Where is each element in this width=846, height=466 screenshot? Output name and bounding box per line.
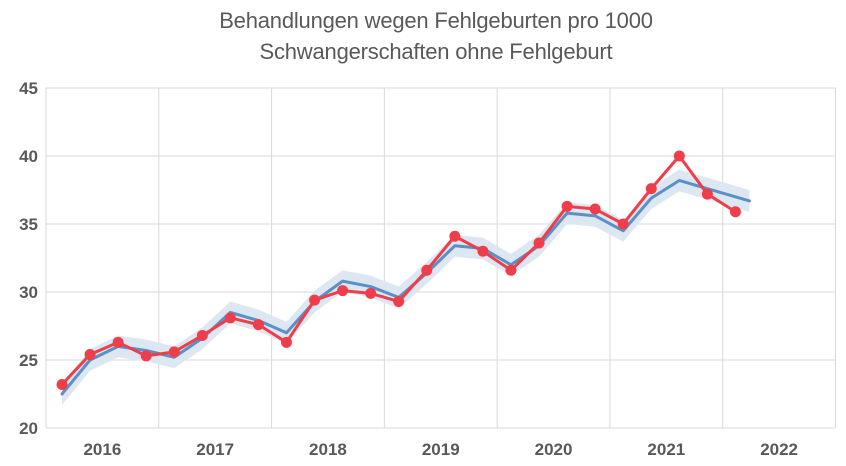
data-point xyxy=(84,349,96,361)
data-point xyxy=(224,312,236,324)
gridlines xyxy=(45,87,836,429)
data-point xyxy=(168,346,180,358)
x-axis-tick-label: 2017 xyxy=(196,440,234,459)
data-point xyxy=(421,264,433,276)
data-point xyxy=(449,230,461,242)
x-axis-tick-label: 2018 xyxy=(309,440,347,459)
y-axis-tick-label: 40 xyxy=(19,147,38,166)
data-point xyxy=(140,350,152,362)
data-point xyxy=(337,285,349,297)
x-axis-tick-label: 2019 xyxy=(422,440,460,459)
x-axis-tick-label: 2021 xyxy=(647,440,685,459)
chart-title: Behandlungen wegen Fehlgeburten pro 1000… xyxy=(36,5,836,67)
data-point xyxy=(365,287,377,299)
chart-title-line1: Behandlungen wegen Fehlgeburten pro 1000 xyxy=(219,8,653,33)
data-point xyxy=(729,206,741,218)
data-points xyxy=(56,150,741,390)
x-axis-tick-label: 2016 xyxy=(83,440,121,459)
data-point xyxy=(589,203,601,215)
data-point xyxy=(280,336,292,348)
data-point xyxy=(673,150,685,162)
data-point xyxy=(477,245,489,257)
data-point xyxy=(252,319,264,331)
confidence-band xyxy=(62,169,750,405)
data-point xyxy=(309,294,321,306)
chart-title-line2: Schwangerschaften ohne Fehlgeburt xyxy=(259,39,613,64)
data-point xyxy=(561,200,573,212)
y-axis-tick-label: 30 xyxy=(19,283,38,302)
y-axis-tick-label: 20 xyxy=(19,419,38,438)
data-point xyxy=(112,336,124,348)
data-point xyxy=(645,183,657,195)
data-point xyxy=(505,264,517,276)
data-point xyxy=(617,218,629,230)
x-axis-labels: 2016 2017 2018 2019 2020 2021 2022 xyxy=(83,440,798,459)
data-point xyxy=(393,296,405,308)
x-axis-tick-label: 2020 xyxy=(535,440,573,459)
y-axis-labels: 20 25 30 35 40 45 xyxy=(19,79,38,438)
y-axis-tick-label: 25 xyxy=(19,351,38,370)
y-axis-tick-label: 45 xyxy=(19,79,38,98)
x-axis-tick-label: 2022 xyxy=(760,440,798,459)
y-axis-tick-label: 35 xyxy=(19,215,38,234)
data-point xyxy=(701,188,713,200)
data-point xyxy=(196,330,208,342)
data-point xyxy=(56,378,68,390)
data-point xyxy=(533,237,545,249)
